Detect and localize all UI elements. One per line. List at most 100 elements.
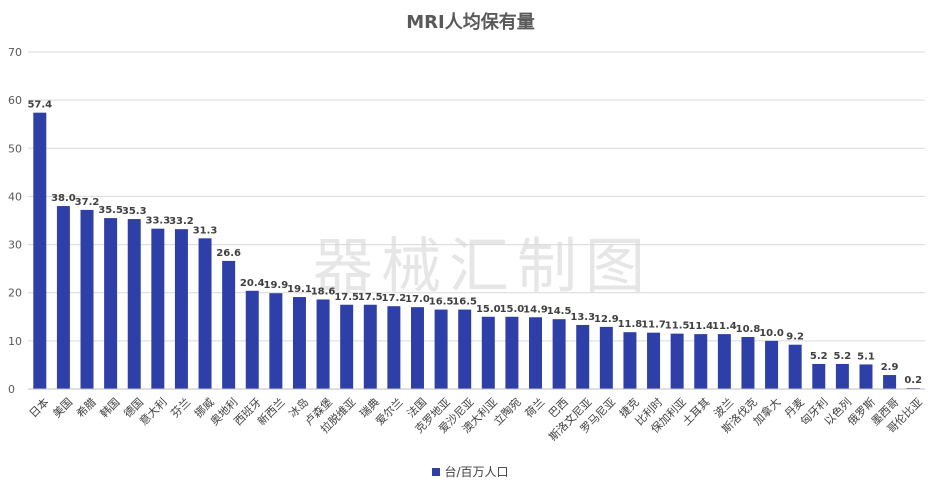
- y-tick-label: 40: [8, 190, 22, 203]
- data-label: 15.0: [476, 304, 501, 315]
- data-label: 17.2: [382, 293, 407, 304]
- y-tick-label: 10: [8, 335, 22, 348]
- data-label: 5.2: [810, 351, 828, 362]
- bar: [694, 334, 708, 389]
- bar: [788, 344, 802, 389]
- bar: [80, 209, 94, 389]
- data-label: 15.0: [500, 304, 525, 315]
- data-label: 20.4: [240, 278, 265, 289]
- data-label: 10.8: [736, 324, 761, 335]
- data-label: 35.3: [122, 206, 147, 217]
- legend-label: 台/百万人口: [444, 465, 509, 479]
- data-label: 18.6: [311, 286, 336, 297]
- x-tick-label: 加拿大: [750, 395, 783, 428]
- legend-swatch: [432, 467, 441, 476]
- x-tick-label: 美国: [50, 396, 75, 421]
- data-label: 17.5: [334, 292, 359, 303]
- bar: [104, 218, 118, 389]
- bar: [647, 332, 661, 389]
- bar: [316, 299, 330, 389]
- data-label: 10.0: [759, 328, 784, 339]
- data-label: 11.4: [688, 321, 713, 332]
- bar: [599, 326, 613, 389]
- data-label: 16.5: [452, 297, 477, 308]
- bar: [151, 228, 165, 389]
- data-label: 19.1: [287, 284, 312, 295]
- bar: [717, 334, 731, 389]
- bar: [340, 304, 354, 389]
- bar: [127, 219, 141, 389]
- x-tick-label: 芬兰: [168, 396, 193, 421]
- bar: [670, 333, 684, 389]
- bar: [222, 260, 236, 389]
- legend: 台/百万人口: [0, 463, 941, 480]
- bar: [292, 297, 306, 389]
- data-label: 0.2: [904, 375, 922, 386]
- x-tick-label: 土耳其: [680, 396, 713, 429]
- bar: [245, 290, 259, 389]
- data-label: 2.9: [881, 362, 899, 373]
- y-tick-label: 70: [8, 46, 22, 59]
- y-tick-label: 30: [8, 239, 22, 252]
- y-tick-label: 60: [8, 94, 22, 107]
- bar: [56, 206, 70, 389]
- data-label: 11.7: [641, 320, 666, 331]
- data-label: 11.4: [712, 321, 737, 332]
- bar: [387, 306, 401, 389]
- bar: [410, 307, 424, 389]
- bar: [481, 316, 495, 389]
- data-label: 12.9: [594, 314, 619, 325]
- data-label: 38.0: [51, 193, 76, 204]
- data-label: 17.5: [358, 292, 383, 303]
- data-label: 31.3: [193, 225, 218, 236]
- bar: [576, 324, 590, 389]
- y-tick-label: 0: [8, 383, 15, 396]
- x-tick-label: 立陶宛: [490, 395, 523, 428]
- x-tick-label: 新西兰: [254, 395, 287, 428]
- bar: [363, 304, 377, 389]
- bar: [835, 363, 849, 389]
- data-label: 17.0: [405, 294, 430, 305]
- data-label: 9.2: [786, 332, 804, 343]
- bar: [529, 317, 543, 389]
- chart-title: MRI人均保有量: [406, 12, 535, 33]
- bar: [859, 364, 873, 389]
- y-tick-label: 20: [8, 287, 22, 300]
- y-tick-label: 50: [8, 142, 22, 155]
- data-label: 57.4: [27, 100, 52, 111]
- data-label: 26.6: [216, 248, 241, 259]
- data-label: 14.9: [523, 304, 548, 315]
- bar: [434, 309, 448, 389]
- data-label: 16.5: [429, 297, 454, 308]
- bar: [552, 319, 566, 389]
- data-label: 5.2: [834, 351, 852, 362]
- data-label: 35.5: [98, 205, 123, 216]
- data-label: 33.3: [145, 216, 170, 227]
- x-tick-label: 意大利: [136, 395, 169, 428]
- x-tick-label: 日本: [26, 395, 51, 420]
- data-label: 13.3: [570, 312, 595, 323]
- x-tick-label: 荷兰: [523, 396, 548, 421]
- data-label: 37.2: [75, 197, 100, 208]
- bar: [741, 337, 755, 389]
- bar: [174, 229, 188, 389]
- bar: [458, 309, 472, 389]
- data-label: 11.5: [665, 321, 690, 332]
- bar: [812, 363, 826, 389]
- x-tick-label: 爱尔兰: [373, 396, 406, 429]
- data-label: 14.5: [547, 306, 572, 317]
- bar: [883, 375, 897, 389]
- x-tick-label: 希腊: [73, 395, 98, 420]
- bar: [198, 238, 212, 389]
- bar: [269, 293, 283, 389]
- bar: [765, 340, 779, 389]
- bar: [505, 316, 519, 389]
- bar: [623, 332, 637, 389]
- data-label: 11.8: [618, 319, 643, 330]
- data-label: 33.2: [169, 216, 194, 227]
- data-label: 5.1: [857, 351, 875, 362]
- bar: [33, 112, 47, 389]
- data-label: 19.9: [264, 280, 289, 291]
